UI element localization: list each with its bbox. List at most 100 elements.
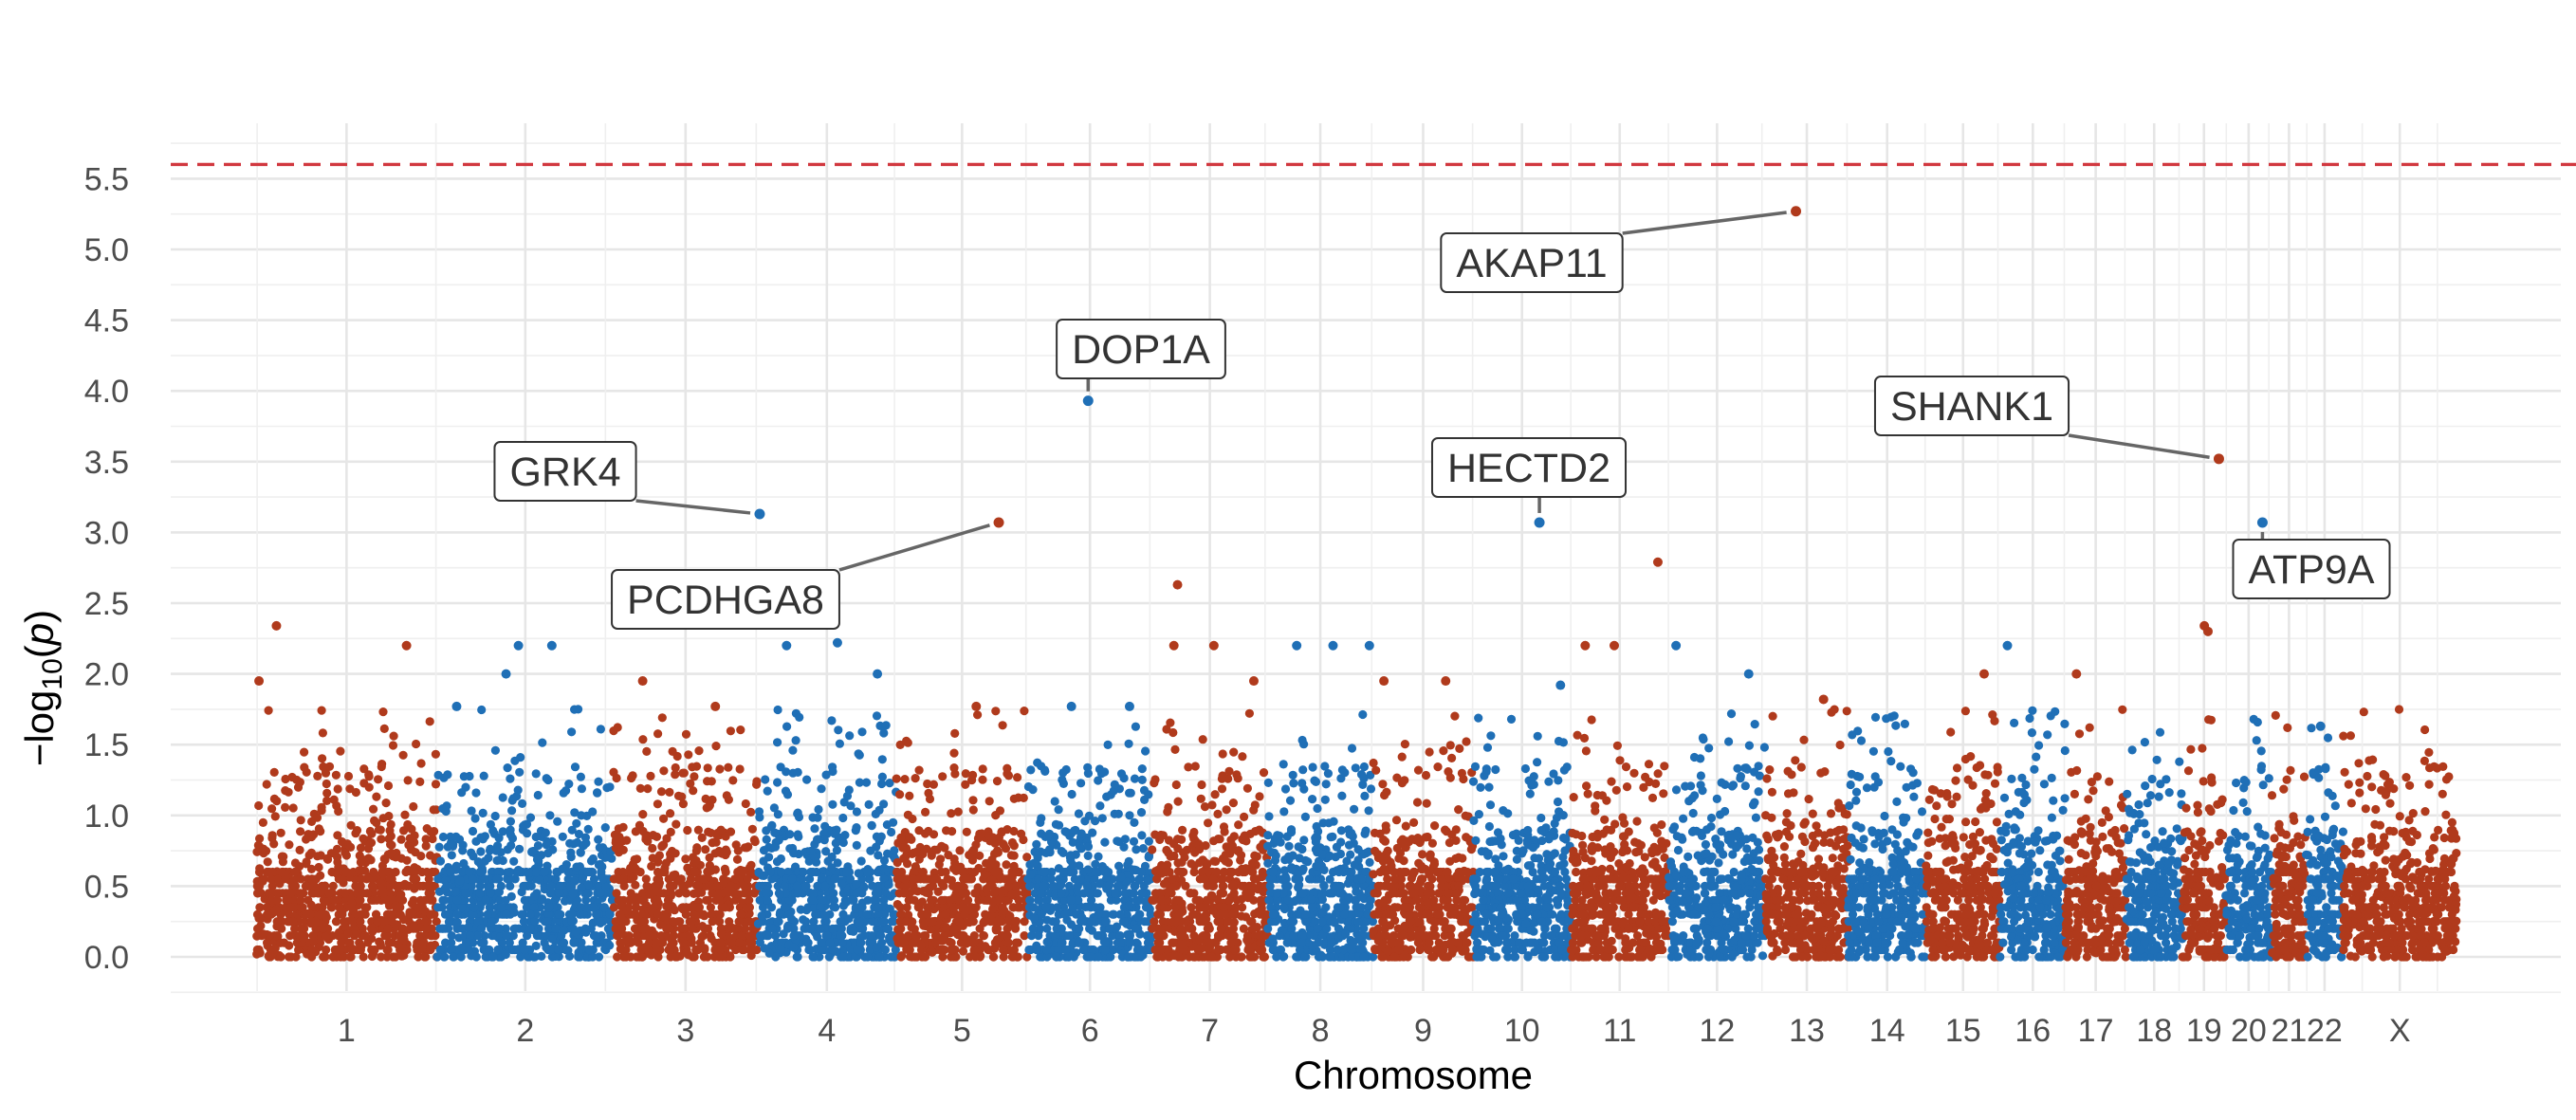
snp-point [431, 780, 441, 789]
snp-point [1330, 918, 1339, 927]
snp-point [265, 867, 274, 877]
snp-point [529, 952, 539, 962]
snp-point [266, 952, 275, 962]
snp-point [1218, 749, 1227, 759]
snp-point [644, 931, 653, 941]
snp-point [693, 881, 704, 891]
snp-point [896, 833, 906, 842]
snp-point [726, 951, 735, 961]
snp-point [830, 874, 839, 884]
snp-point [929, 830, 939, 839]
snp-point [1335, 903, 1345, 912]
snp-point [1003, 769, 1012, 779]
snp-point [779, 929, 788, 939]
snp-point [968, 805, 978, 815]
snp-point [425, 717, 434, 726]
snp-point [838, 901, 849, 910]
snp-point [309, 830, 319, 839]
snp-point [898, 843, 908, 853]
snp-point [664, 924, 674, 933]
snp-point [685, 879, 694, 889]
snp-point [1174, 895, 1184, 905]
snp-point [520, 945, 529, 955]
snp-point [490, 745, 501, 755]
snp-point [1344, 840, 1354, 850]
snp-point [953, 807, 963, 817]
snp-point [876, 931, 886, 941]
snp-point [734, 917, 744, 927]
snp-point [438, 832, 448, 842]
snp-point [574, 829, 584, 839]
snp-point [630, 854, 639, 865]
snp-point [413, 903, 423, 912]
snp-point [294, 945, 304, 955]
snp-point [958, 867, 967, 877]
snp-point [792, 881, 802, 891]
snp-point [1134, 875, 1144, 886]
snp-point [1198, 735, 1207, 744]
snp-point [341, 851, 351, 860]
snp-point [1310, 776, 1319, 785]
snp-point [846, 801, 856, 811]
snp-point [1359, 762, 1369, 772]
snp-point [383, 945, 393, 955]
snp-point [842, 867, 852, 877]
snp-point [671, 952, 680, 962]
snp-point [351, 787, 360, 798]
snp-point [431, 749, 440, 759]
snp-point [336, 945, 345, 955]
snp-point [611, 837, 620, 848]
snp-point [377, 867, 387, 877]
snp-point [825, 938, 835, 947]
snp-point [1233, 774, 1242, 783]
snp-point [327, 903, 337, 912]
snp-point [483, 909, 492, 919]
snp-point [947, 938, 956, 947]
snp-point [1009, 861, 1019, 872]
snp-point [303, 949, 312, 959]
snp-point [322, 788, 332, 799]
snp-point [1279, 760, 1288, 769]
snp-point [372, 817, 381, 828]
snp-point [1026, 870, 1036, 879]
snp-point [881, 721, 891, 730]
snp-point [1319, 881, 1329, 890]
snp-point [381, 799, 391, 808]
snp-point [404, 881, 414, 891]
snp-point [486, 844, 495, 854]
snp-point [877, 755, 887, 764]
snp-point [773, 778, 782, 787]
snp-point [379, 724, 389, 734]
snp-point [882, 820, 892, 830]
snp-point [345, 952, 355, 962]
snp-point [656, 787, 667, 797]
snp-point [1054, 805, 1063, 815]
snp-point [1205, 924, 1214, 933]
snp-point [476, 833, 486, 842]
snp-point [376, 825, 385, 835]
snp-point [745, 945, 755, 955]
snp-point [432, 952, 442, 962]
snp-point [367, 945, 377, 955]
snp-point [459, 772, 469, 781]
snp-point [629, 872, 638, 882]
snp-point [554, 945, 563, 955]
snp-point [1356, 903, 1366, 912]
snp-point [569, 937, 579, 946]
snp-point [478, 808, 488, 818]
snp-point [420, 952, 430, 962]
snp-point [817, 784, 826, 794]
snp-point [306, 917, 316, 927]
snp-point [676, 924, 686, 933]
snp-point [706, 881, 715, 891]
snp-point [572, 862, 581, 872]
snp-point [616, 915, 626, 925]
snp-point [306, 900, 316, 909]
snp-point [470, 814, 480, 823]
snp-point [772, 857, 782, 867]
snp-point [1174, 952, 1184, 962]
snp-point [440, 952, 450, 962]
snp-point [808, 952, 818, 962]
snp-point [451, 887, 460, 896]
snp-point [973, 834, 983, 843]
